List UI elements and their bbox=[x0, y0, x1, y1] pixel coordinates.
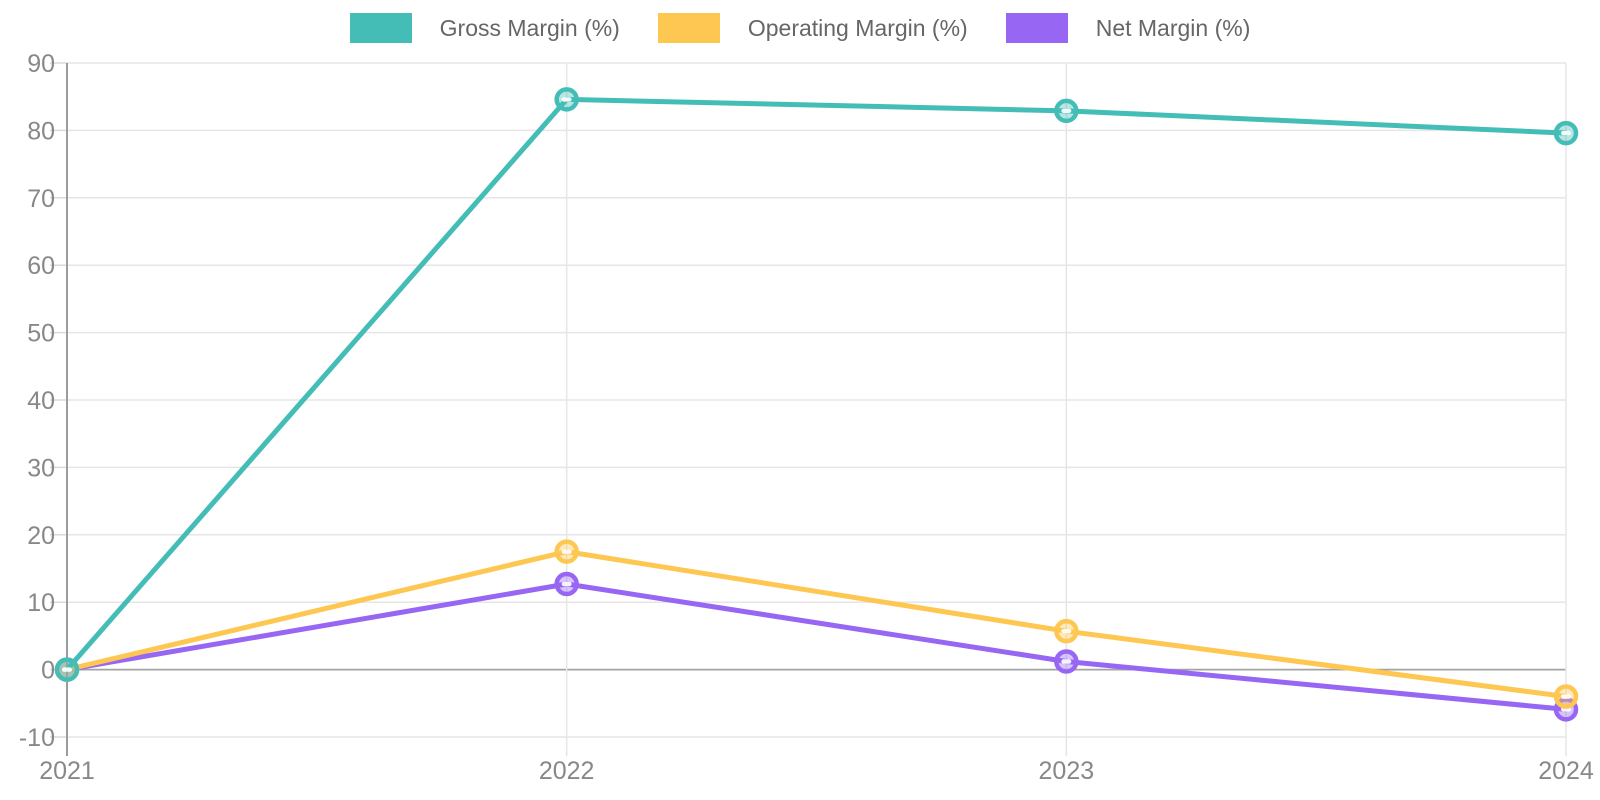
data-point-highlight bbox=[1561, 130, 1571, 136]
data-point-highlight bbox=[1061, 659, 1072, 664]
y-tick-label: 70 bbox=[27, 185, 55, 213]
legend-item-operating-margin[interactable]: Operating Margin (%) bbox=[657, 13, 968, 43]
legend-swatch-operating-margin bbox=[657, 13, 720, 43]
data-point-highlight bbox=[1061, 628, 1072, 634]
data-point-highlight bbox=[561, 97, 572, 102]
legend-swatch-gross-margin bbox=[349, 13, 412, 43]
y-tick-label: -10 bbox=[19, 724, 55, 752]
data-point-highlight bbox=[1561, 694, 1571, 699]
series-line-net-margin bbox=[64, 581, 1569, 712]
data-point-highlight bbox=[561, 549, 572, 554]
data-point-highlight bbox=[62, 667, 72, 672]
legend-label-net-margin: Net Margin (%) bbox=[1095, 15, 1251, 41]
chart-legend: Gross Margin (%) Operating Margin (%) Ne… bbox=[0, 13, 1600, 43]
legend-label-operating-margin: Operating Margin (%) bbox=[747, 15, 968, 41]
series-line-operating-margin bbox=[64, 549, 1569, 700]
data-point-highlight bbox=[1061, 108, 1072, 114]
y-tick-label: 10 bbox=[27, 589, 55, 617]
legend-label-gross-margin: Gross Margin (%) bbox=[439, 15, 620, 41]
legend-swatch-net-margin bbox=[1005, 13, 1068, 43]
y-tick-label: 50 bbox=[27, 320, 55, 348]
y-tick-label: 80 bbox=[27, 117, 55, 145]
y-tick-label: 60 bbox=[27, 252, 55, 280]
series-line-gross-margin bbox=[64, 96, 1569, 673]
x-tick-label: 2023 bbox=[1039, 757, 1095, 785]
x-tick-label: 2024 bbox=[1538, 757, 1594, 785]
y-tick-label: 90 bbox=[27, 50, 55, 78]
y-tick-label: 30 bbox=[27, 454, 55, 482]
y-tick-label: 40 bbox=[27, 387, 55, 415]
x-tick-label: 2022 bbox=[539, 757, 595, 785]
legend-item-gross-margin[interactable]: Gross Margin (%) bbox=[349, 13, 620, 43]
y-tick-label: 20 bbox=[27, 522, 55, 550]
x-tick-label: 2021 bbox=[39, 757, 95, 785]
y-tick-label: 0 bbox=[41, 657, 55, 685]
legend-item-net-margin[interactable]: Net Margin (%) bbox=[1005, 13, 1251, 43]
data-point-highlight bbox=[561, 581, 572, 587]
